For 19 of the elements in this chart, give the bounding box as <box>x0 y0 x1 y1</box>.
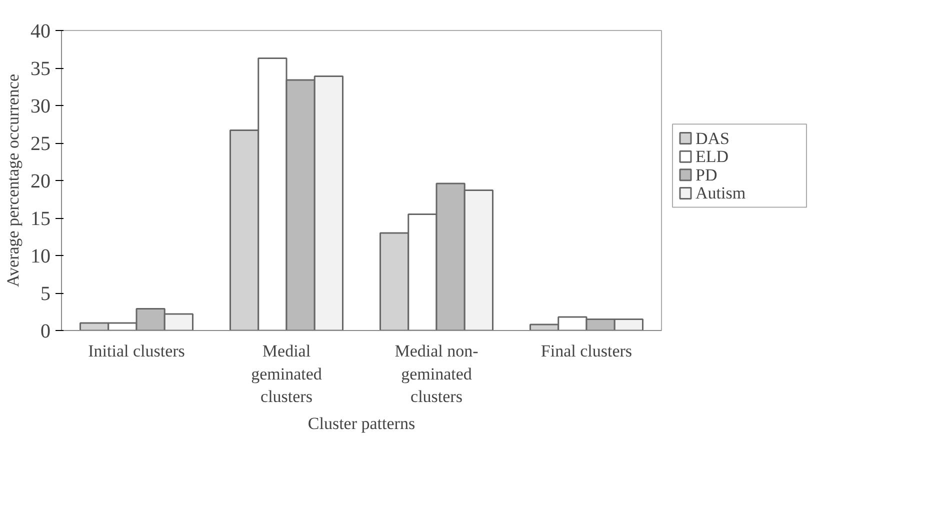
y-tick-label: 35 <box>30 58 50 80</box>
x-tick-label: Initial clusters <box>88 342 185 360</box>
y-axis-title: Average percentage occurrence <box>4 74 22 287</box>
y-tick-label: 30 <box>30 96 50 118</box>
y-tick-label: 10 <box>30 246 50 268</box>
legend-label: DAS <box>696 128 730 148</box>
x-tick-label: Medial geminated clusters <box>251 342 322 406</box>
y-tick-label: 40 <box>30 20 50 42</box>
y-tick-label: 25 <box>30 133 50 155</box>
legend-label: Autism <box>696 184 746 203</box>
legend-label: PD <box>696 165 718 184</box>
y-tick-label: 0 <box>40 320 50 342</box>
x-axis-title: Cluster patterns <box>308 414 416 434</box>
legend-label: ELD <box>696 147 729 166</box>
y-tick-label: 15 <box>30 208 50 230</box>
y-tick-label: 20 <box>30 170 50 192</box>
y-tick-label: 5 <box>40 283 50 305</box>
x-tick-label: Medial non- geminated clusters <box>394 342 479 406</box>
x-tick-label: Final clusters <box>540 342 632 360</box>
